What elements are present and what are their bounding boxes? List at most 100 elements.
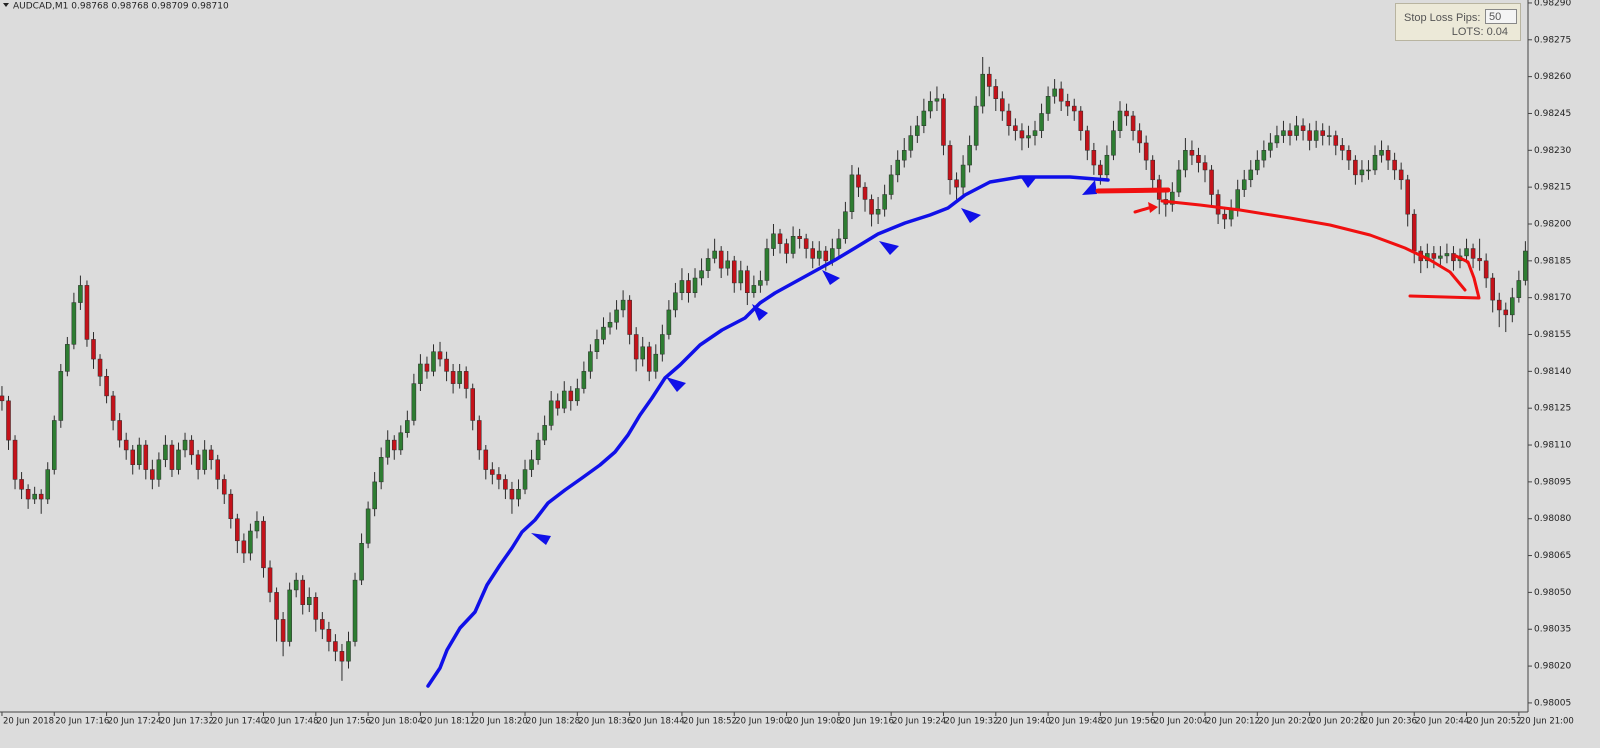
arrowhead [1020,176,1036,188]
candle-body [463,371,469,389]
candle-body [306,597,312,605]
candle-body [300,579,306,605]
candle-body [1170,191,1175,205]
stop-loss-input[interactable]: 50 [1485,9,1517,24]
candle-body [1490,277,1495,301]
y-tick-label: 0.98275 [1534,35,1571,45]
x-tick-label: 20 Jun 18:04 [369,717,423,727]
candle-body [1366,169,1371,172]
candle-body [1503,309,1509,316]
candle-body [1222,213,1227,220]
candle-body [686,280,691,294]
x-tick-label: 20 Jun 20:04 [1154,717,1208,727]
candle-body [1248,169,1254,181]
candle-body [280,619,286,642]
candle-body [1431,253,1437,259]
candle-body [901,150,907,161]
x-tick-label: 20 Jun 19:48 [1049,717,1103,727]
candle-body [1013,125,1018,131]
candle-body [78,285,83,303]
candle-body [1071,105,1077,112]
order-panel: Stop Loss Pips: 50 LOTS: 0.04 [1395,3,1521,41]
candle-body [1241,179,1247,190]
candle-body [1516,280,1522,298]
candle-body [843,211,848,239]
y-tick-label: 0.98125 [1534,404,1571,414]
candle-body [476,420,482,451]
candle-body [385,439,390,458]
candle-body [1281,130,1286,136]
x-tick-label: 20 Jun 20:28 [1311,717,1365,727]
candle-body [444,358,449,372]
candle-body [1215,194,1221,215]
y-tick-label: 0.98185 [1534,256,1571,266]
y-tick-label: 0.98140 [1534,367,1571,377]
candle-body [97,358,103,377]
candle-body [561,390,567,409]
candle-body [1209,169,1214,195]
x-tick-label: 20 Jun 18:12 [421,717,475,727]
candle-body [1235,189,1240,210]
candle-body [65,344,70,372]
candle-body [117,420,122,441]
candle-body [568,390,574,402]
x-tick-label: 20 Jun 17:24 [108,717,162,727]
candle-body [267,567,273,593]
candle-body [1326,135,1332,137]
x-tick-label: 20 Jun 19:16 [840,717,894,727]
candle-body [1091,150,1097,166]
x-tick-label: 20 Jun 21:00 [1520,717,1574,727]
candle-body [1268,142,1273,151]
candles [0,56,1528,681]
header-arrow [3,3,9,7]
candle-body [1346,150,1352,161]
candle-body [1045,96,1051,114]
candle-body [1294,125,1299,136]
candle-body [195,454,201,470]
candle-body [1353,159,1358,176]
header: AUDCAD,M1 0.98768 0.98768 0.98709 0.9871… [13,2,229,12]
candle-body [1176,169,1182,193]
x-tick-label: 20 Jun 18:44 [631,717,685,727]
candle-body [646,346,652,372]
candle-body [509,488,515,500]
candle-body [457,371,462,384]
candle-body [575,388,580,402]
x-tick-label: 20 Jun 20:20 [1258,717,1312,727]
blue-arrows [531,176,1097,545]
lots-label: LOTS: 0.04 [1451,26,1508,38]
x-tick-label: 20 Jun 20:36 [1363,717,1417,727]
x-tick-label: 20 Jun 20:52 [1468,717,1522,727]
candle-body [1098,164,1103,176]
candle-body [1477,258,1482,262]
x-tick-label: 20 Jun 17:56 [317,717,371,727]
candle-body [888,174,894,195]
candle-body [1202,162,1208,171]
candle-body [333,641,338,652]
candle-body [522,469,528,490]
candle-body [372,481,377,510]
candle-body [143,444,149,470]
candle-body [1523,250,1528,281]
candle-body [1000,98,1005,112]
arrowhead [961,208,981,223]
candle-body [1189,150,1195,156]
candle-body [1130,115,1136,131]
candle-body [771,233,776,249]
candle-body [470,388,475,421]
candle-body [156,459,162,480]
x-tick-label: 20 Jun 19:00 [735,717,789,727]
candle-body [810,248,815,259]
candle-body [163,444,168,461]
y-tick-label: 0.98215 [1534,183,1571,193]
candle-body [6,400,11,441]
red-arrowhead [1148,202,1158,213]
candle-body [862,186,868,200]
candle-body [150,469,155,480]
candle-body [705,258,711,271]
candle-body [1398,169,1404,181]
candle-body [1274,135,1280,144]
candle-body [1058,88,1064,102]
candle-body [1255,159,1260,171]
